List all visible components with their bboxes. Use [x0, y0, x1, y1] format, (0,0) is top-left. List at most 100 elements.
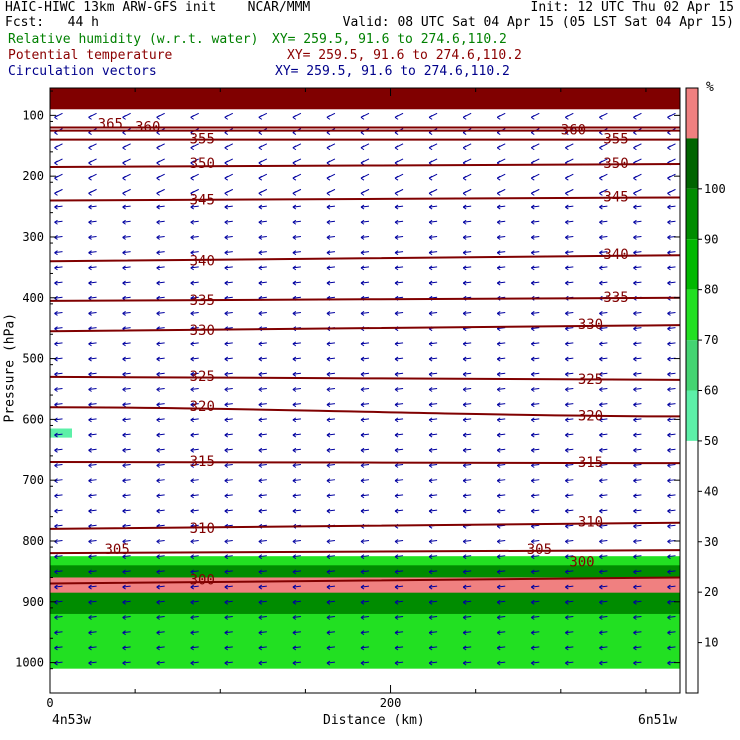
wind-vector — [667, 631, 676, 634]
wind-vector — [258, 570, 267, 573]
wind-vector-head — [360, 630, 365, 636]
wind-vector — [292, 570, 301, 573]
wind-vector-head — [599, 417, 603, 423]
y-tick-label: 700 — [22, 473, 44, 487]
wind-vector-head — [530, 417, 535, 423]
wind-vector-head — [292, 630, 297, 636]
wind-vector — [633, 463, 642, 466]
wind-vector-head — [292, 235, 297, 240]
wind-vector-head — [599, 478, 603, 484]
wind-vector — [258, 403, 267, 406]
wind-vector — [54, 631, 63, 634]
wind-vector — [565, 631, 574, 634]
wind-vector-head — [54, 280, 58, 286]
wind-vector — [156, 463, 165, 466]
wind-vector — [122, 251, 131, 254]
wind-vector — [190, 463, 199, 466]
wind-vector — [292, 266, 301, 269]
wind-vector-head — [258, 190, 263, 196]
wind-vector-head — [667, 311, 671, 316]
wind-vector-head — [462, 371, 467, 377]
wind-vector — [258, 220, 267, 223]
wind-vector — [88, 433, 97, 436]
wind-vector — [497, 372, 506, 375]
wind-vector — [360, 220, 370, 223]
wind-vector — [54, 570, 63, 573]
wind-vector-head — [156, 463, 160, 468]
wind-vector-head — [360, 265, 365, 271]
wind-vector-head — [326, 145, 331, 151]
wind-vector — [633, 661, 642, 664]
wind-vector-head — [633, 219, 637, 225]
wind-vector — [326, 631, 336, 634]
wind-vector — [122, 418, 131, 421]
wind-vector-head — [258, 478, 263, 484]
wind-vector-head — [326, 660, 331, 666]
wind-vector-head — [88, 539, 92, 544]
wind-vector-head — [428, 371, 433, 377]
wind-vector — [394, 555, 404, 558]
wind-vector-head — [292, 356, 297, 362]
wind-vector-head — [156, 508, 160, 514]
wind-vector-head — [326, 615, 331, 620]
wind-vector — [54, 509, 63, 512]
wind-vector-head — [496, 402, 501, 408]
wind-vector — [88, 266, 97, 269]
wind-vector — [292, 463, 301, 466]
wind-vector-head — [565, 539, 569, 544]
wind-vector — [565, 555, 574, 558]
wind-vector — [122, 235, 131, 238]
wind-vector — [326, 463, 336, 466]
theta-contour — [50, 196, 680, 202]
wind-vector-head — [428, 539, 433, 544]
wind-vector-head — [224, 250, 229, 256]
wind-vector — [429, 600, 438, 603]
wind-vector-head — [462, 584, 467, 590]
wind-vector-head — [258, 402, 263, 408]
wind-vector — [326, 281, 336, 284]
wind-vector — [497, 646, 506, 649]
wind-vector — [599, 433, 608, 436]
wind-vector-head — [428, 341, 433, 347]
rh-region — [50, 428, 72, 438]
wind-vector-head — [633, 508, 637, 514]
wind-vector — [122, 661, 131, 664]
colorbar-swatch — [686, 390, 698, 441]
wind-vector-head — [190, 645, 195, 651]
wind-vector-head — [394, 447, 399, 453]
wind-vector-head — [360, 645, 365, 651]
wind-vector-head — [156, 417, 160, 423]
wind-vector — [224, 327, 233, 330]
colorbar-unit: % — [706, 80, 714, 95]
wind-vector — [667, 342, 676, 345]
wind-vector — [258, 479, 267, 482]
wind-vector — [599, 555, 608, 558]
wind-vector — [54, 646, 63, 649]
wind-vector-head — [599, 204, 603, 210]
wind-vector-head — [326, 447, 331, 453]
wind-vector — [463, 251, 472, 254]
wind-vector-head — [258, 235, 263, 240]
wind-vector-head — [633, 523, 637, 529]
wind-vector-head — [394, 493, 399, 499]
wind-vector-head — [292, 402, 297, 408]
wind-vector — [224, 661, 233, 664]
wind-vector-head — [88, 250, 92, 256]
wind-vector-head — [292, 250, 297, 256]
wind-vector-head — [667, 432, 671, 438]
colorbar-label: 100 — [704, 182, 726, 196]
wind-vector — [258, 631, 267, 634]
theta-label: 325 — [578, 372, 603, 388]
wind-vector — [531, 463, 540, 466]
wind-vector — [599, 600, 608, 603]
wind-vector — [54, 311, 63, 314]
wind-vector-head — [258, 554, 263, 560]
wind-vector — [667, 281, 676, 284]
wind-vector — [429, 403, 438, 406]
wind-vector-head — [599, 523, 603, 529]
wind-vector-head — [88, 508, 92, 514]
wind-vector-head — [54, 447, 58, 453]
wind-vector-head — [496, 219, 501, 225]
colorbar-swatch — [686, 138, 698, 189]
wind-vector — [326, 387, 336, 390]
